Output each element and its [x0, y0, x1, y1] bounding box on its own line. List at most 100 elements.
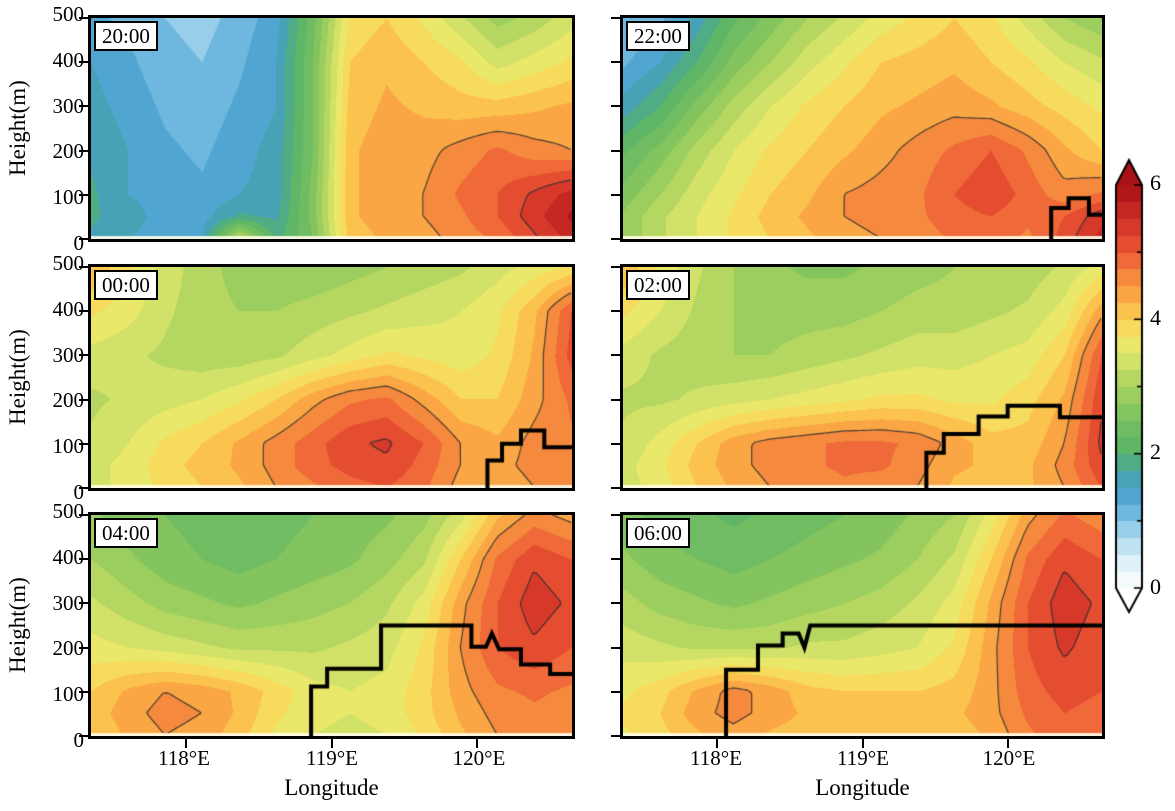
y-tick-label: 500 [52, 499, 85, 523]
panel-0600: 06:00 [611, 512, 1105, 748]
x-axis-tick [1006, 739, 1009, 748]
y-tick-label: 300 [52, 590, 85, 615]
contour-field-canvas [623, 515, 1102, 736]
contour-field-canvas [91, 267, 572, 488]
time-label: 20:00 [94, 21, 158, 51]
y-tick-labels-row1: 500 400 300 200 100 0 [38, 2, 85, 255]
y-axis-tick [79, 149, 88, 152]
y-axis-tick [79, 105, 88, 108]
contour-field-canvas [623, 18, 1102, 239]
x-tick-label: 120°E [452, 746, 506, 770]
y-axis-tick [611, 558, 620, 561]
y-axis-tick [611, 735, 620, 737]
y-axis-title: Height(m) [5, 577, 30, 674]
y-axis-tick [79, 487, 88, 489]
panel-2000: 20:00 [79, 15, 575, 242]
x-axis-tick [184, 739, 187, 748]
x-tick-label: 118°E [690, 746, 742, 770]
y-tick-labels-row2: 500 400 300 200 100 0 [38, 251, 85, 504]
colorbar-tick-label: 4 [1150, 305, 1161, 330]
y-axis-tick [611, 238, 620, 240]
x-tick-label: 119°E [837, 746, 889, 770]
y-tick-label: 300 [52, 93, 85, 118]
y-tick-label: 100 [52, 682, 85, 707]
y-axis-tick [79, 514, 88, 516]
y-axis-tick [79, 193, 88, 196]
colorbar [1113, 158, 1145, 614]
x-tick-labels-left: 118°E 119°E 120°E [88, 746, 575, 774]
y-axis-tick [79, 310, 88, 313]
x-axis-tick [330, 739, 333, 748]
time-label: 04:00 [94, 518, 158, 548]
y-axis-tick [79, 266, 88, 268]
panel-0200: 02:00 [611, 264, 1105, 491]
y-tick-label: 200 [52, 139, 85, 164]
y-axis-tick [611, 690, 620, 693]
colorbar-tick-label: 0 [1150, 574, 1161, 599]
y-axis-tick [611, 61, 620, 64]
time-label: 06:00 [626, 518, 690, 548]
panel-0000: 00:00 [79, 264, 575, 491]
time-label: 02:00 [626, 270, 690, 300]
x-tick-label: 118°E [158, 746, 210, 770]
time-label: 00:00 [94, 270, 158, 300]
y-tick-label: 0 [73, 479, 85, 504]
y-tick-label: 0 [73, 230, 85, 255]
y-axis-tick [611, 602, 620, 605]
y-axis-title: Height(m) [5, 80, 30, 177]
x-axis-title: Longitude [284, 775, 379, 800]
y-axis-tick [611, 310, 620, 313]
panel-0400: 04:00 [79, 512, 575, 748]
panel-2200: 22:00 [611, 15, 1105, 242]
y-tick-label: 0 [73, 727, 85, 752]
y-axis-tick [611, 646, 620, 649]
y-tick-label: 300 [52, 342, 85, 367]
y-axis-tick [79, 398, 88, 401]
x-tick-label: 120°E [982, 746, 1036, 770]
y-axis-tick [79, 690, 88, 693]
y-axis-tick [611, 17, 620, 19]
y-axis-tick [79, 442, 88, 445]
y-axis-tick [611, 487, 620, 489]
y-axis-title: Height(m) [5, 329, 30, 426]
colorbar-tick-label: 2 [1150, 439, 1161, 464]
y-tick-label: 200 [52, 636, 85, 661]
y-axis-tick [79, 735, 88, 737]
y-tick-label: 500 [52, 251, 85, 275]
x-axis-title: Longitude [815, 775, 910, 800]
y-axis-tick [611, 193, 620, 196]
contour-field-canvas [91, 515, 572, 736]
x-axis-tick [716, 739, 719, 748]
y-axis-tick [79, 354, 88, 357]
contour-field-canvas [91, 18, 572, 239]
y-tick-label: 200 [52, 388, 85, 413]
y-tick-label: 100 [52, 434, 85, 459]
y-axis-tick [611, 149, 620, 152]
x-tick-labels-right: 118°E 119°E 120°E [620, 746, 1105, 774]
y-tick-label: 400 [52, 544, 85, 569]
y-tick-label: 400 [52, 296, 85, 321]
y-axis-tick [79, 602, 88, 605]
y-tick-labels-row3: 500 400 300 200 100 0 [38, 499, 85, 752]
contour-field-canvas [623, 267, 1102, 488]
y-axis-tick [611, 398, 620, 401]
y-tick-label: 400 [52, 47, 85, 72]
y-axis-tick [79, 61, 88, 64]
y-axis-tick [611, 514, 620, 516]
y-axis-tick [79, 17, 88, 19]
x-axis-tick [476, 739, 479, 748]
x-axis-tick [861, 739, 864, 748]
time-label: 22:00 [626, 21, 690, 51]
x-tick-label: 119°E [306, 746, 358, 770]
y-tick-label: 100 [52, 185, 85, 210]
y-axis-tick [79, 558, 88, 561]
y-axis-tick [611, 266, 620, 268]
y-axis-tick [611, 442, 620, 445]
y-axis-tick [611, 105, 620, 108]
y-tick-label: 500 [52, 2, 85, 26]
y-axis-tick [79, 646, 88, 649]
y-axis-tick [611, 354, 620, 357]
colorbar-tick-label: 6 [1150, 170, 1161, 195]
y-axis-tick [79, 238, 88, 240]
